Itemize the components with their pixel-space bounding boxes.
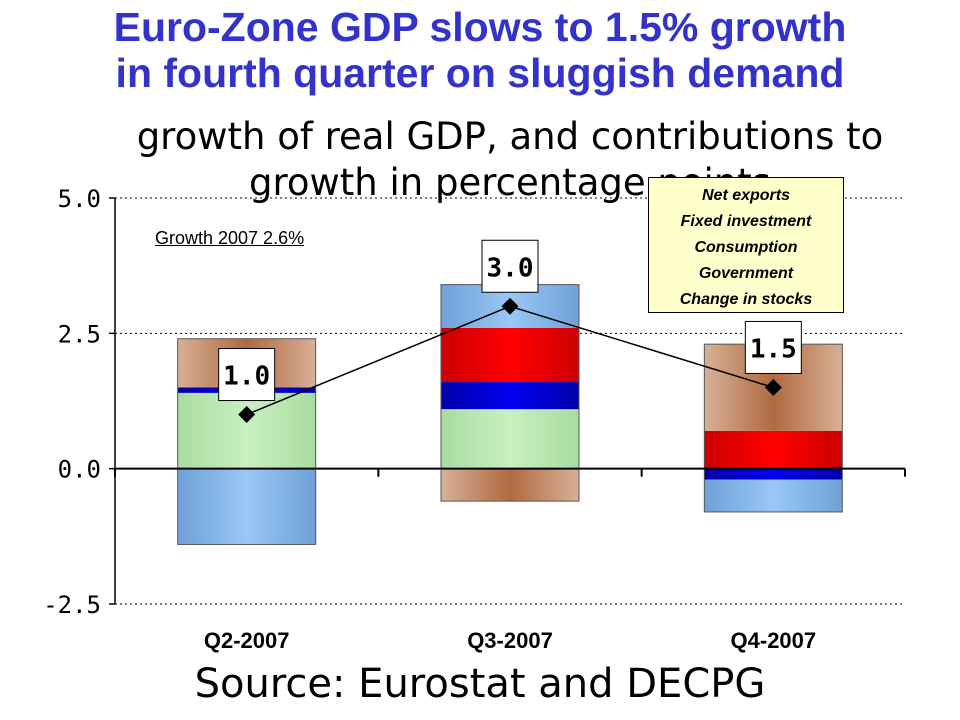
y-tick-label: -2.5 [43,591,101,619]
gdp-growth-point [238,406,256,424]
x-tick-label: Q3-2007 [467,628,553,653]
bar-segment-change-in-stocks [441,468,579,502]
source-note: Source: Eurostat and DECPG [194,661,766,707]
bar-segment-net-exports [704,479,843,512]
legend-item-government: Government [698,265,794,282]
y-tick-label: 0.0 [58,456,101,484]
y-tick-label: 5.0 [58,185,101,213]
x-tick-label: Q4-2007 [731,628,817,653]
title-line-1: Euro-Zone GDP slows to 1.5% growth [113,4,847,50]
x-tick-label: Q2-2007 [204,628,290,653]
bar-segment-government [441,409,579,469]
bar-segment-consumption [704,468,843,480]
data-label-box [218,348,276,402]
bar-segment-fixed-investment [704,430,843,469]
legend: Net exports Fixed investment Consumption… [648,177,844,313]
gdp-growth-point [764,378,782,396]
y-tick-label: 2.5 [58,320,101,348]
annual-growth-annotation: Growth 2007 2.6% [155,228,305,248]
legend-item-net-exports: Net exports [701,187,791,204]
bar-outline [177,338,317,545]
legend-item-fixed-investment: Fixed investment [680,213,812,230]
data-label-box [744,320,802,374]
gdp-growth-point [501,297,519,315]
data-label: 1.0 [223,362,270,392]
data-label-box [481,239,539,293]
data-label: 1.5 [750,334,797,364]
legend-item-change-in-stocks: Change in stocks [679,291,813,308]
chart-title: Euro-Zone GDP slows to 1.5% growth in fo… [0,4,960,96]
bar-segment-consumption [441,382,579,410]
data-label: 3.0 [487,253,534,283]
title-line-2: in fourth quarter on sluggish demand [115,50,845,96]
bar-segment-government [177,392,316,469]
bar-segment-fixed-investment [441,327,579,383]
bar-segment-net-exports [177,468,316,545]
legend-item-consumption: Consumption [694,239,798,256]
